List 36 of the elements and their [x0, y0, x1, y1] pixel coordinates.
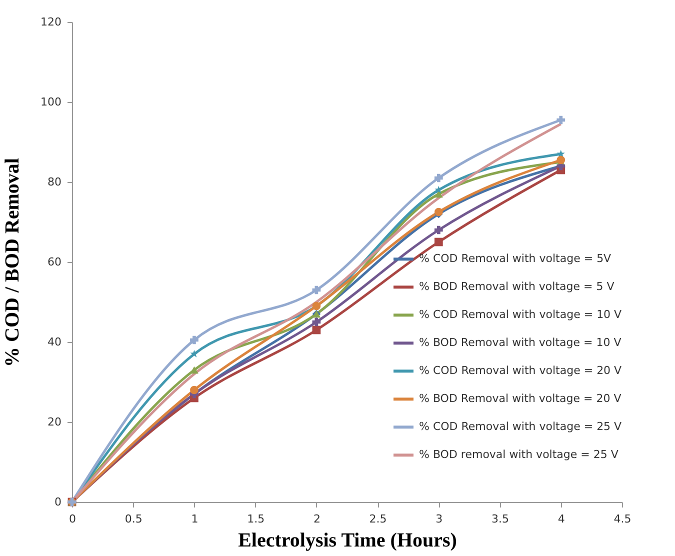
point	[556, 116, 566, 124]
point	[190, 386, 198, 394]
y-axis-title: % COD / BOD Removal	[2, 158, 24, 367]
x-tick-label: 2.5	[369, 512, 387, 526]
x-axis-title: Electrolysis Time (Hours)	[238, 530, 457, 552]
point	[434, 226, 443, 234]
point	[312, 326, 321, 334]
x-tick-label: 1	[191, 512, 198, 526]
legend-label: % BOD Removal with voltage = 20 V	[419, 392, 622, 406]
legend-label: % BOD Removal with voltage = 10 V	[419, 336, 622, 350]
point	[190, 336, 198, 344]
legend-label: % COD Removal with voltage = 5V	[419, 252, 612, 266]
point	[190, 350, 198, 358]
y-tick-label: 80	[48, 176, 62, 188]
x-tick-label: 0.5	[124, 512, 142, 526]
legend-label: % COD Removal with voltage = 10 V	[419, 308, 622, 322]
point	[434, 238, 443, 246]
x-tick-label: 1.5	[247, 512, 265, 526]
point	[434, 174, 443, 182]
x-tick-label: 0	[69, 512, 76, 526]
x-tick-label: 4.5	[614, 512, 632, 526]
legend-label: % BOD Removal with voltage = 5 V	[419, 280, 615, 294]
y-tick-label: 100	[40, 96, 62, 108]
legend-label: % COD Removal with voltage = 25 V	[419, 420, 622, 434]
y-tick-label: 0	[54, 496, 62, 508]
y-tick-label: 20	[48, 416, 62, 428]
legend-label: % COD Removal with voltage = 20 V	[419, 364, 622, 378]
point	[190, 366, 198, 374]
y-tick-label: 40	[48, 336, 62, 348]
x-tick-label: 3.5	[492, 512, 510, 526]
y-tick-label: 60	[48, 256, 62, 268]
x-tick-label: 2	[313, 512, 320, 526]
legend-label: % BOD removal with voltage = 25 V	[419, 448, 619, 462]
x-tick-label: 3	[436, 512, 443, 526]
x-tick-label: 4	[558, 512, 565, 526]
y-tick-label: 120	[40, 16, 62, 28]
